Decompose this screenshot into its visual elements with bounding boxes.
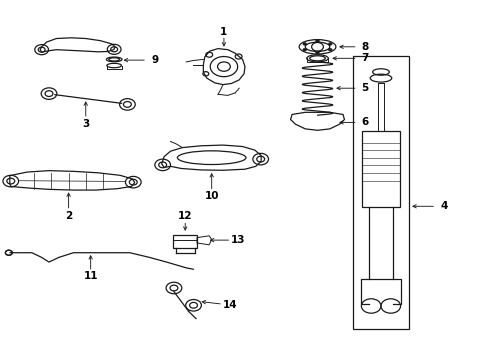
Circle shape <box>303 42 307 45</box>
Text: 8: 8 <box>362 42 368 52</box>
Text: 9: 9 <box>151 55 158 65</box>
Bar <box>362 131 400 207</box>
Bar <box>173 235 197 248</box>
Text: 1: 1 <box>220 27 227 37</box>
Text: 13: 13 <box>231 235 245 245</box>
Text: 7: 7 <box>361 53 369 63</box>
Circle shape <box>316 40 319 42</box>
Circle shape <box>303 48 307 51</box>
Circle shape <box>328 48 332 51</box>
Text: 4: 4 <box>441 201 448 211</box>
Text: 11: 11 <box>83 271 98 282</box>
Text: 6: 6 <box>362 117 368 127</box>
Text: 3: 3 <box>82 119 89 129</box>
Circle shape <box>5 250 12 255</box>
Text: 2: 2 <box>65 211 72 221</box>
Text: 10: 10 <box>204 191 219 201</box>
Bar <box>353 56 409 329</box>
Text: 5: 5 <box>362 83 368 93</box>
Text: 12: 12 <box>178 211 193 221</box>
Text: 14: 14 <box>223 300 238 310</box>
Circle shape <box>328 42 332 45</box>
Circle shape <box>316 51 319 54</box>
